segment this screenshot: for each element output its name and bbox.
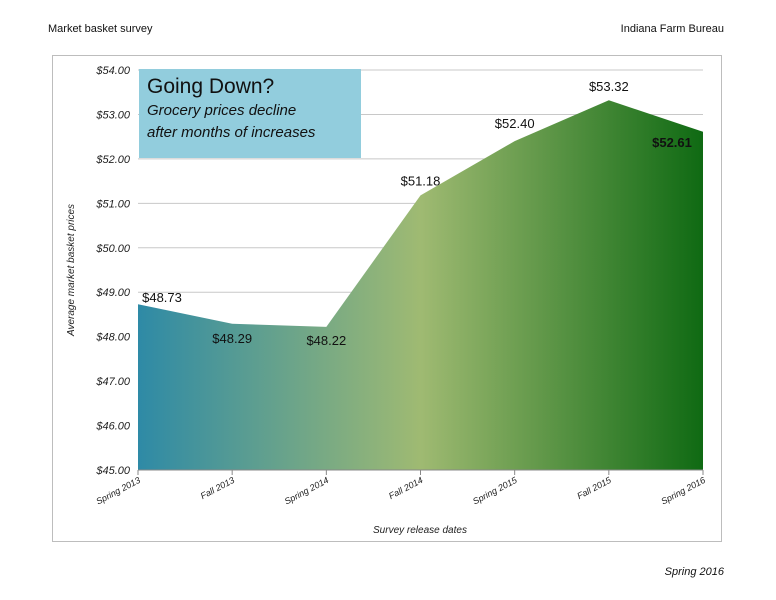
y-axis: $45.00 $46.00 $47.00 $48.00 $49.00 $50.00 $51.…	[95, 65, 131, 477]
data-label: $48.73	[142, 290, 182, 305]
y-tick-label: $47.00	[95, 376, 131, 388]
x-axis: Spring 2013 Fall 2013 Spring 2014 Fall 2014…	[94, 469, 707, 507]
data-labels: $48.73 $48.29 $48.22 $51.18 $52.40 $53.32 $52.…	[142, 79, 692, 348]
footer-date: Spring 2016	[664, 566, 724, 578]
x-axis-title: Survey release dates	[373, 525, 467, 536]
x-tick-label: Spring 2016	[659, 475, 707, 507]
y-tick-label: $53.00	[95, 109, 131, 121]
data-label: $51.18	[401, 173, 441, 188]
x-tick-label: Fall 2014	[387, 475, 424, 501]
area-series	[138, 100, 703, 470]
y-tick-label: $49.00	[95, 287, 131, 299]
y-tick-label: $45.00	[95, 465, 131, 477]
y-tick-label: $54.00	[95, 65, 131, 77]
data-label: $52.40	[495, 116, 535, 131]
callout-box: Going Down? Grocery prices decline after…	[139, 69, 361, 158]
callout-title: Going Down?	[147, 75, 275, 98]
y-axis-title: Average market basket prices	[66, 204, 77, 337]
x-tick-label: Fall 2013	[199, 475, 236, 501]
y-tick-label: $52.00	[95, 154, 131, 166]
x-tick-label: Spring 2015	[471, 474, 519, 506]
y-tick-label: $46.00	[95, 421, 131, 433]
data-label: $53.32	[589, 79, 629, 94]
y-tick-label: $50.00	[95, 243, 131, 255]
data-label: $52.61	[652, 135, 692, 150]
callout-line-2: after months of increases	[147, 124, 316, 141]
x-tick-label: Spring 2013	[94, 475, 142, 507]
header-right-org: Indiana Farm Bureau	[620, 23, 724, 35]
x-tick-label: Spring 2014	[283, 475, 331, 507]
y-tick-label: $48.00	[95, 332, 131, 344]
y-tick-label: $51.00	[95, 198, 131, 210]
data-label: $48.29	[212, 331, 252, 346]
data-label: $48.22	[306, 333, 346, 348]
callout-line-1: Grocery prices decline	[147, 102, 297, 119]
header-left-title: Market basket survey	[48, 23, 153, 35]
chart-frame	[52, 55, 722, 542]
x-tick-label: Fall 2015	[575, 474, 613, 501]
